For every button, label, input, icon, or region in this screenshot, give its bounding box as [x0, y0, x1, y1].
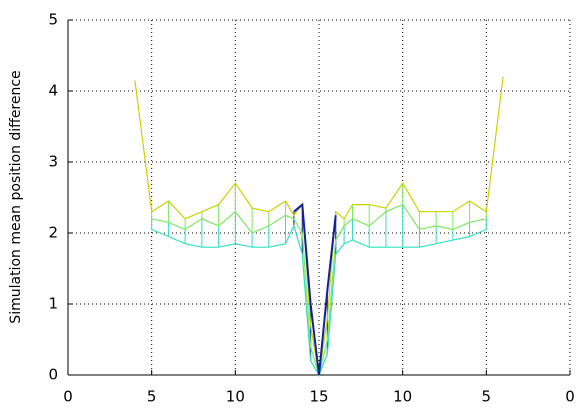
y-tick-label: 3 — [48, 153, 58, 171]
x-tick-label: 0 — [565, 388, 575, 406]
y-tick-label: 2 — [48, 224, 58, 242]
x-tick-label: 0 — [63, 388, 73, 406]
x-tick-label: 5 — [147, 388, 157, 406]
x-tick-label: 10 — [393, 388, 412, 406]
series-line — [293, 202, 337, 376]
x-tick-label: 15 — [309, 388, 328, 406]
y-tick-label: 5 — [48, 11, 58, 29]
y-axis-label: Simulation mean position difference — [8, 70, 24, 323]
x-tick-label: 5 — [482, 388, 492, 406]
y-tick-label: 0 — [48, 366, 58, 384]
y-tick-label: 4 — [48, 82, 58, 100]
x-tick-label: 10 — [226, 388, 245, 406]
y-tick-label: 1 — [48, 295, 58, 313]
